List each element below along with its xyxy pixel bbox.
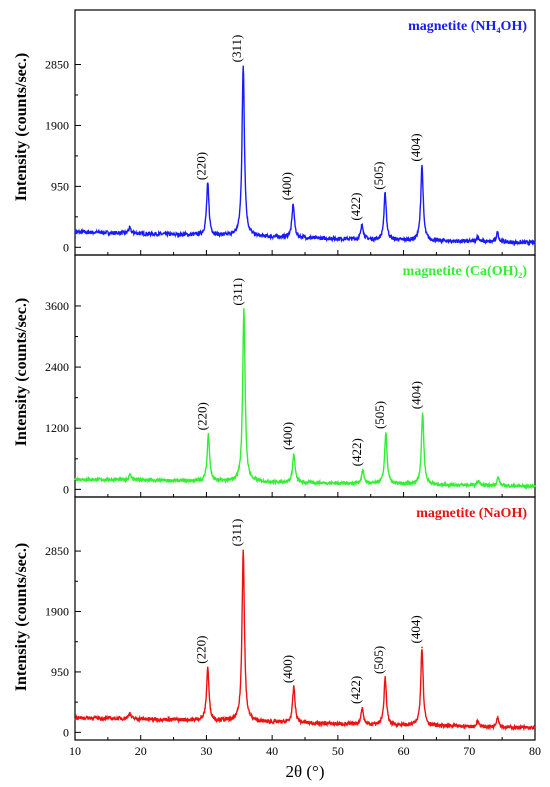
- peak-label-220: (220): [194, 636, 209, 664]
- y-tick-label: 1200: [45, 421, 69, 435]
- peak-point: [242, 65, 245, 68]
- peak-label-220: (220): [194, 152, 209, 180]
- peak-point: [385, 432, 387, 434]
- peak-label-404: (404): [408, 133, 423, 161]
- y-tick-label: 3600: [45, 299, 69, 313]
- peak-point: [477, 480, 480, 482]
- peak-point: [292, 203, 294, 206]
- y-axis-label-3: Intensity (counts/sec.): [13, 543, 30, 691]
- peak-point: [361, 223, 363, 226]
- peak-label-220: (220): [194, 402, 209, 430]
- peak-label-422: (422): [348, 676, 363, 704]
- x-tick-label: 10: [69, 744, 81, 758]
- x-tick-label: 70: [463, 744, 475, 758]
- peak-point: [293, 453, 295, 455]
- y-tick-label: 0: [63, 240, 69, 254]
- peak-point: [496, 716, 499, 718]
- peak-label-311: (311): [229, 519, 244, 547]
- peak-point: [421, 646, 423, 649]
- peak-point: [243, 308, 245, 311]
- peak-point: [242, 549, 245, 552]
- peak-point: [421, 412, 424, 415]
- x-tick-label: 40: [266, 744, 278, 758]
- y-tick-label: 2850: [45, 58, 69, 72]
- peak-label-404: (404): [408, 615, 423, 643]
- peak-point: [128, 712, 131, 714]
- x-tick-label: 20: [135, 744, 147, 758]
- peak-label-404: (404): [409, 381, 424, 409]
- peak-point: [206, 183, 209, 185]
- panel-title: magnetite (Ca(OH)₂): [403, 264, 528, 279]
- y-tick-label: 950: [51, 179, 69, 193]
- peak-point: [496, 231, 499, 234]
- y-tick-label: 0: [63, 482, 69, 496]
- peak-point: [128, 227, 131, 229]
- peak-label-400: (400): [280, 655, 295, 683]
- series-line-magnetite-nh-oh: [74, 66, 536, 247]
- panel-1: 0 950 1900 2850 magnetite (NH₄OH) (220) (311) (…: [45, 9, 536, 256]
- peak-label-311: (311): [230, 278, 245, 306]
- y-tick-label: 950: [51, 665, 69, 679]
- y-tick-label: 1900: [45, 605, 69, 619]
- peak-label-400: (400): [280, 422, 295, 450]
- peak-point: [384, 192, 386, 195]
- panel-title: magnetite (NH₄OH): [408, 19, 527, 34]
- y-tick-label: 1900: [45, 118, 69, 132]
- peak-point: [421, 164, 423, 167]
- peak-point: [361, 707, 363, 709]
- peak-point: [384, 677, 386, 679]
- peak-label-505: (505): [372, 401, 387, 429]
- plot-frame: [74, 254, 536, 498]
- peak-label-505: (505): [371, 646, 386, 674]
- plot-frame: [74, 496, 536, 741]
- panel-2: 0 1200 2400 3600 magnetite (Ca(OH)₂) (220) (31…: [45, 254, 536, 498]
- peak-label-505: (505): [371, 162, 386, 190]
- x-tick-label: 60: [398, 744, 410, 758]
- peak-point: [497, 476, 500, 479]
- peak-label-422: (422): [348, 192, 363, 220]
- x-tick-label: 80: [529, 744, 541, 758]
- y-tick-label: 0: [63, 725, 69, 739]
- peak-point: [206, 666, 209, 669]
- x-tick-label: 30: [200, 744, 212, 758]
- peak-point: [293, 686, 295, 688]
- x-axis-label: 2θ (°): [285, 762, 324, 781]
- y-axis-label-2: Intensity (counts/sec.): [13, 298, 30, 446]
- peak-point: [477, 235, 479, 238]
- peak-point: [477, 720, 479, 722]
- plot-frame: [74, 9, 536, 256]
- peak-point: [129, 473, 131, 476]
- panel-3: 0 950 1900 2850 10 20 30 40 50 60 70 80 magnetite (N…: [45, 496, 541, 758]
- peak-point: [362, 469, 364, 472]
- panel-title: magnetite (NaOH): [416, 506, 527, 521]
- series-line-magnetite-ca-oh: [74, 308, 536, 491]
- peak-label-422: (422): [349, 438, 364, 466]
- peak-label-400: (400): [279, 172, 294, 200]
- peak-point: [207, 433, 210, 436]
- series-line-magnetite-naoh: [74, 550, 536, 732]
- x-tick-label: 50: [332, 744, 344, 758]
- peak-label-311: (311): [229, 35, 244, 63]
- y-axis-label-1: Intensity (counts/sec.): [13, 53, 30, 201]
- y-tick-label: 2400: [45, 360, 69, 374]
- y-tick-label: 2850: [45, 544, 69, 558]
